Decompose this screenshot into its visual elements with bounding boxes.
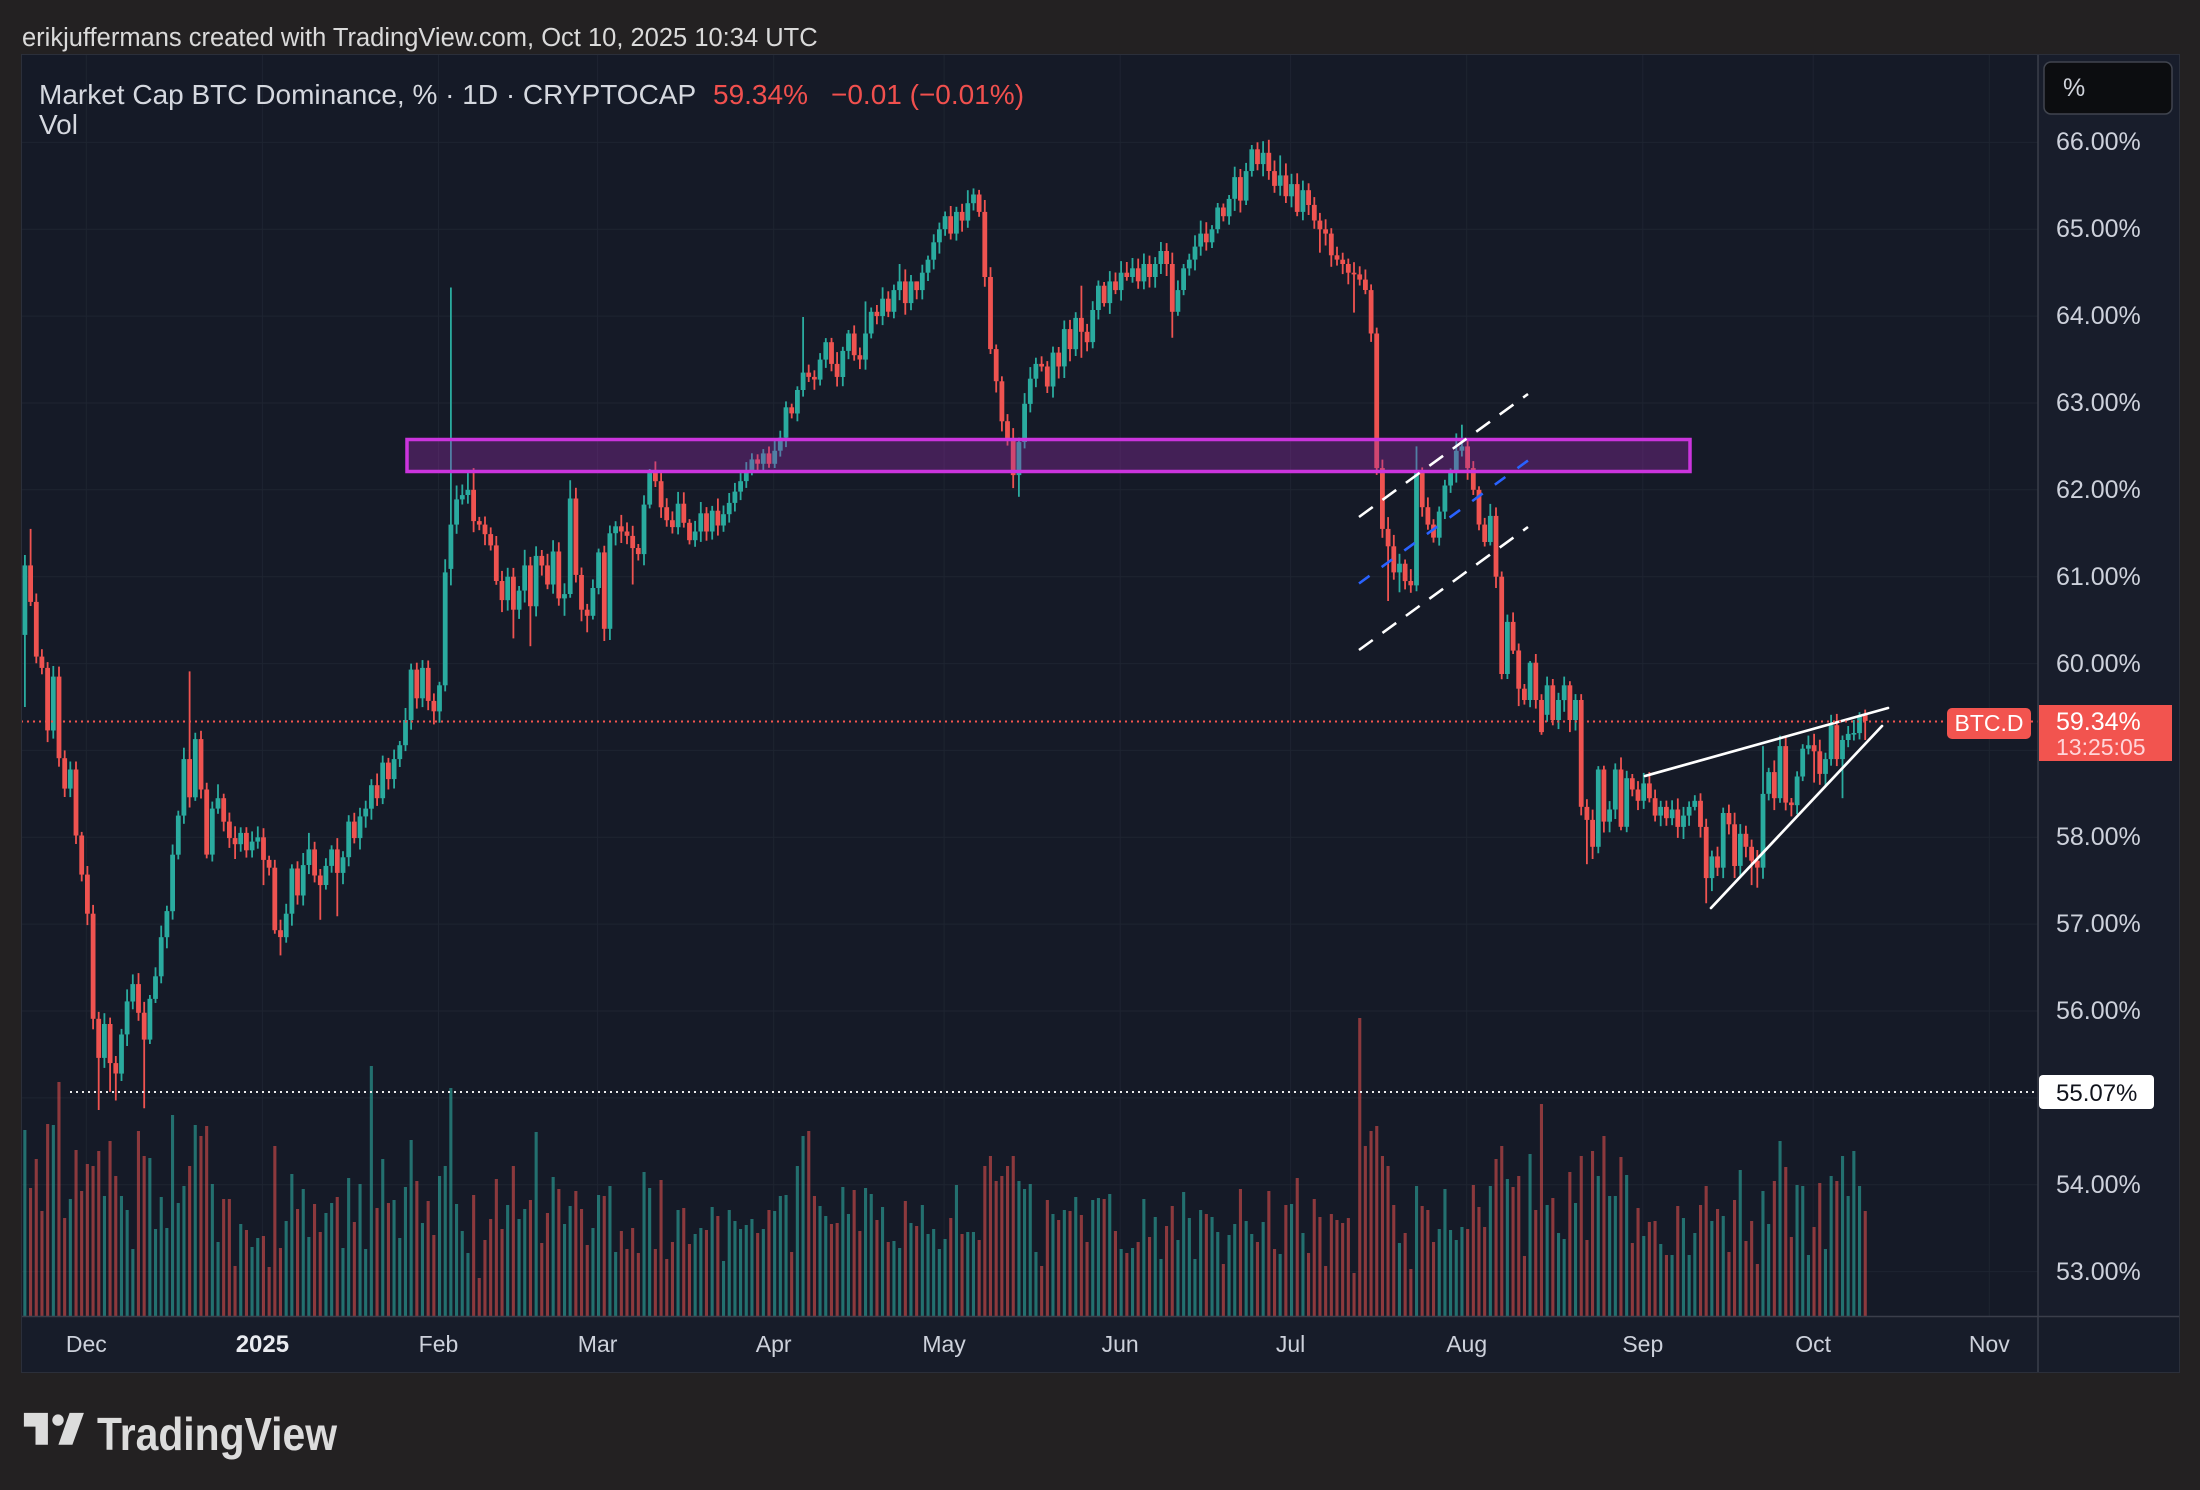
svg-text:Vol: Vol: [39, 109, 78, 140]
svg-text:Mar: Mar: [578, 1331, 618, 1357]
svg-text:Jul: Jul: [1276, 1331, 1305, 1357]
svg-text:May: May: [922, 1331, 966, 1357]
svg-text:BTC.D: BTC.D: [1955, 710, 2024, 736]
svg-text:TradingView: TradingView: [97, 1408, 337, 1460]
svg-text:Sep: Sep: [1622, 1331, 1663, 1357]
svg-text:54.00%: 54.00%: [2056, 1171, 2141, 1199]
svg-text:55.07%: 55.07%: [2056, 1080, 2137, 1107]
svg-text:64.00%: 64.00%: [2056, 302, 2141, 330]
svg-text:Oct: Oct: [1795, 1331, 1831, 1357]
svg-text:56.00%: 56.00%: [2056, 997, 2141, 1025]
svg-text:13:25:05: 13:25:05: [2056, 734, 2146, 760]
svg-text:66.00%: 66.00%: [2056, 128, 2141, 156]
svg-text:57.00%: 57.00%: [2056, 910, 2141, 938]
svg-text:Apr: Apr: [756, 1331, 792, 1357]
svg-text:Feb: Feb: [419, 1331, 459, 1357]
svg-text:Dec: Dec: [66, 1331, 107, 1357]
svg-text:erikjuffermans created with Tr: erikjuffermans created with TradingView.…: [22, 24, 818, 52]
svg-text:Jun: Jun: [1102, 1331, 1139, 1357]
svg-text:53.00%: 53.00%: [2056, 1258, 2141, 1286]
svg-text:Market Cap BTC Dominance, % ·: Market Cap BTC Dominance, % · 1D · CRYPT…: [39, 79, 1024, 110]
svg-text:%: %: [2063, 74, 2085, 102]
svg-text:59.34%: 59.34%: [2056, 708, 2141, 736]
svg-text:62.00%: 62.00%: [2056, 476, 2141, 504]
svg-text:65.00%: 65.00%: [2056, 215, 2141, 243]
svg-text:60.00%: 60.00%: [2056, 650, 2141, 678]
svg-text:61.00%: 61.00%: [2056, 563, 2141, 591]
svg-text:58.00%: 58.00%: [2056, 823, 2141, 851]
svg-text:Nov: Nov: [1969, 1331, 2010, 1357]
svg-text:63.00%: 63.00%: [2056, 389, 2141, 417]
svg-text:Aug: Aug: [1446, 1331, 1487, 1357]
svg-text:2025: 2025: [236, 1331, 289, 1358]
